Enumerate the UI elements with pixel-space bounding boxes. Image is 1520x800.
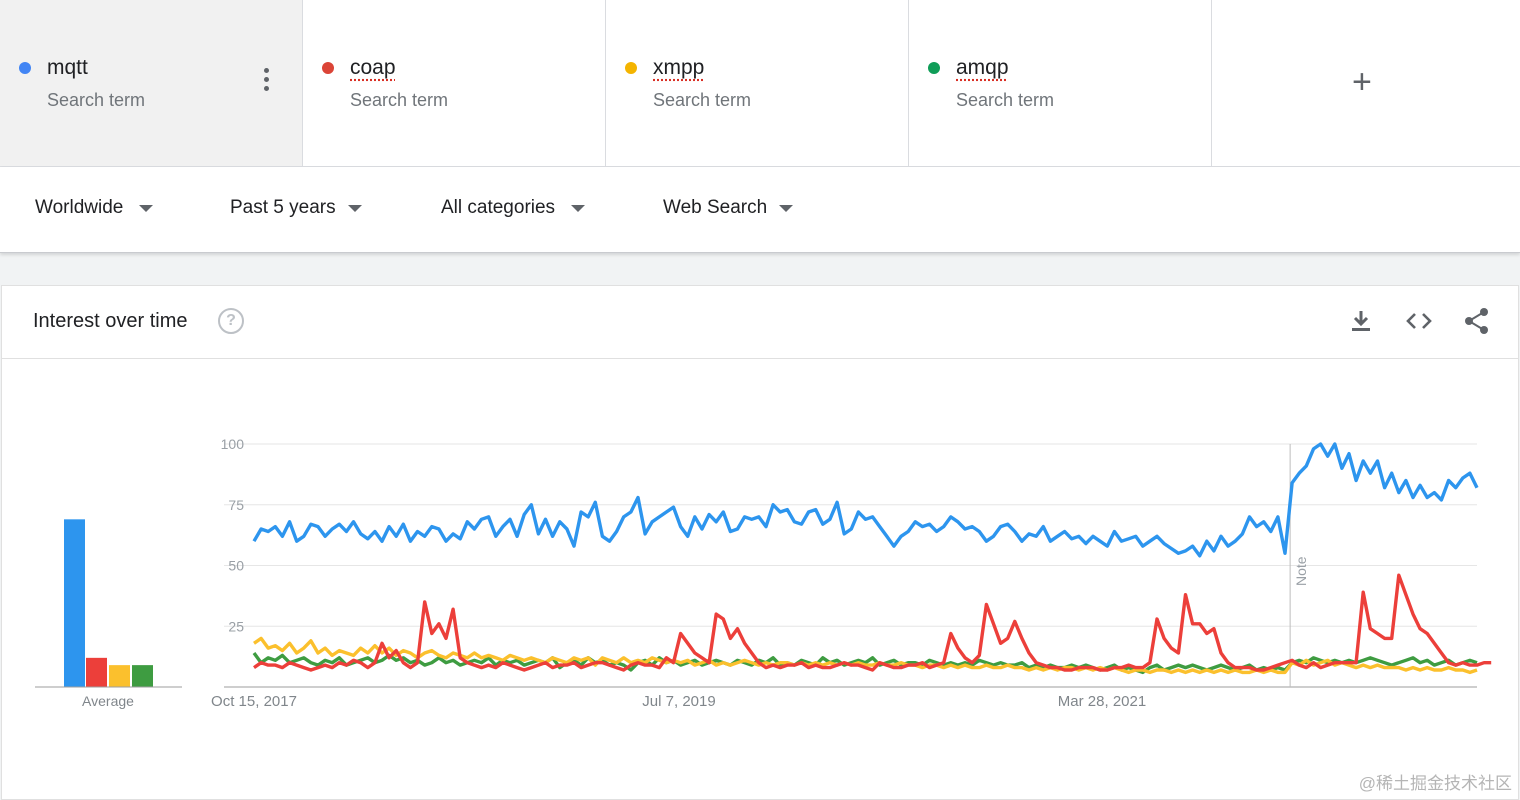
y-tick-label: 100 [221, 436, 245, 452]
term-type-label: Search term [350, 90, 449, 110]
region-dropdown[interactable]: Worldwide [35, 197, 154, 219]
series-color-dot [19, 62, 31, 74]
term-name[interactable]: amqp [956, 56, 1009, 79]
search-type-label: Web Search [663, 197, 768, 218]
series-color-dot [928, 62, 940, 74]
plus-icon[interactable]: + [1352, 63, 1372, 101]
y-tick-label: 25 [228, 618, 244, 634]
series-line-mqtt [252, 442, 1479, 558]
term-type-label: Search term [47, 90, 146, 110]
x-tick-label: Jul 7, 2019 [642, 693, 715, 710]
series-color-dot [322, 62, 334, 74]
average-bar-xmpp [109, 665, 130, 687]
term-type-label: Search term [653, 90, 752, 110]
card-header: Interest over time ? [2, 286, 1518, 359]
caret-down-icon [139, 204, 154, 212]
term-name[interactable]: coap [350, 56, 396, 79]
category-label: All categories [441, 197, 556, 218]
time-range-label: Past 5 years [230, 197, 336, 218]
search-type-dropdown[interactable]: Web Search [663, 197, 794, 219]
card-title: Interest over time [33, 310, 188, 332]
term-name[interactable]: mqtt [47, 56, 88, 79]
search-terms-bar: mqtt Search term coap Search term xmpp S… [0, 0, 1520, 167]
term-card-amqp[interactable]: amqp Search term [909, 0, 1212, 166]
average-label: Average [82, 693, 134, 709]
term-card-mqtt[interactable]: mqtt Search term [0, 0, 303, 166]
x-tick-label: Oct 15, 2017 [211, 693, 297, 710]
term-type-label: Search term [956, 90, 1055, 110]
y-tick-label: 75 [228, 497, 244, 513]
embed-code-icon[interactable] [1404, 306, 1434, 336]
region-label: Worldwide [35, 197, 124, 218]
download-icon[interactable] [1346, 306, 1376, 336]
share-icon[interactable] [1462, 306, 1492, 336]
note-label: Note [1293, 556, 1309, 586]
series-color-dot [625, 62, 637, 74]
category-dropdown[interactable]: All categories [441, 197, 586, 219]
caret-down-icon [779, 204, 794, 212]
series-line-xmpp [253, 636, 1478, 675]
help-icon[interactable]: ? [218, 308, 244, 334]
more-vert-icon[interactable] [262, 68, 272, 96]
x-tick-label: Mar 28, 2021 [1058, 693, 1146, 710]
caret-down-icon [571, 204, 586, 212]
interest-over-time-card: Interest over time ? 25 50 75 100 Oct 15, 20… [1, 285, 1519, 800]
term-name[interactable]: xmpp [653, 56, 705, 79]
term-card-xmpp[interactable]: xmpp Search term [606, 0, 909, 166]
y-tick-label: 50 [228, 558, 244, 574]
time-range-dropdown[interactable]: Past 5 years [230, 197, 362, 219]
watermark: @稀土掘金技术社区 [1358, 774, 1512, 793]
term-card-coap[interactable]: coap Search term [303, 0, 606, 166]
average-bar-coap [86, 657, 107, 687]
caret-down-icon [347, 204, 362, 212]
interest-chart: 25 50 75 100 Oct 15, 2017 Jul 7, 2019 Mar 28, … [35, 436, 1492, 710]
series-line-coap [253, 573, 1492, 672]
average-bar-mqtt [64, 519, 85, 687]
filters-bar: Worldwide Past 5 years All categories We… [0, 167, 1520, 253]
add-comparison-button[interactable]: + [1212, 0, 1520, 166]
average-bar-amqp [132, 665, 153, 687]
